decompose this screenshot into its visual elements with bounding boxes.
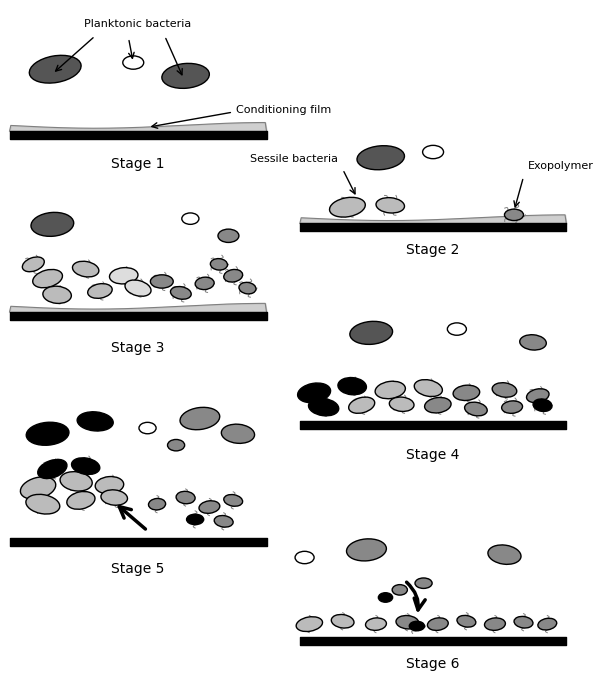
Ellipse shape	[453, 385, 480, 400]
Ellipse shape	[182, 213, 199, 225]
Ellipse shape	[533, 399, 552, 412]
Ellipse shape	[109, 267, 138, 284]
Ellipse shape	[88, 284, 112, 298]
Ellipse shape	[101, 490, 127, 505]
Ellipse shape	[43, 286, 72, 303]
Ellipse shape	[520, 335, 546, 350]
Ellipse shape	[365, 618, 386, 631]
Ellipse shape	[29, 55, 81, 83]
Ellipse shape	[72, 458, 100, 475]
Text: Stage 6: Stage 6	[406, 657, 460, 671]
Text: Stage 3: Stage 3	[111, 341, 165, 355]
Ellipse shape	[389, 397, 414, 412]
Ellipse shape	[186, 514, 204, 525]
Ellipse shape	[221, 424, 255, 443]
Ellipse shape	[375, 382, 406, 399]
Ellipse shape	[32, 270, 63, 288]
Ellipse shape	[504, 209, 523, 220]
Text: Exopolymer: Exopolymer	[528, 161, 594, 171]
Ellipse shape	[150, 275, 173, 288]
Ellipse shape	[26, 494, 59, 514]
Ellipse shape	[414, 379, 442, 396]
Text: Conditioning film: Conditioning film	[236, 105, 331, 115]
Ellipse shape	[218, 229, 239, 242]
Text: Stage 5: Stage 5	[111, 562, 165, 576]
Ellipse shape	[465, 402, 487, 416]
Ellipse shape	[329, 197, 365, 217]
Ellipse shape	[214, 515, 233, 527]
Ellipse shape	[60, 472, 92, 491]
Ellipse shape	[396, 615, 419, 629]
Ellipse shape	[125, 280, 151, 296]
Ellipse shape	[162, 64, 209, 88]
Ellipse shape	[171, 286, 191, 299]
Text: Stage 1: Stage 1	[111, 158, 165, 172]
Ellipse shape	[26, 422, 69, 445]
Ellipse shape	[224, 270, 243, 282]
Ellipse shape	[195, 277, 214, 290]
Ellipse shape	[424, 398, 451, 413]
Ellipse shape	[38, 459, 67, 479]
Ellipse shape	[148, 498, 166, 510]
Ellipse shape	[492, 383, 517, 398]
Ellipse shape	[514, 617, 533, 628]
Ellipse shape	[139, 422, 156, 434]
Ellipse shape	[488, 545, 521, 564]
Text: Sessile bacteria: Sessile bacteria	[250, 155, 338, 164]
Ellipse shape	[95, 477, 124, 494]
Ellipse shape	[423, 146, 444, 159]
Ellipse shape	[22, 257, 44, 272]
Ellipse shape	[123, 56, 144, 69]
Ellipse shape	[297, 383, 331, 402]
Ellipse shape	[180, 407, 220, 430]
Ellipse shape	[295, 552, 314, 564]
Ellipse shape	[392, 584, 407, 595]
Ellipse shape	[350, 321, 392, 344]
Ellipse shape	[427, 618, 448, 631]
Ellipse shape	[67, 491, 95, 510]
Ellipse shape	[199, 500, 220, 513]
Ellipse shape	[331, 615, 354, 628]
Ellipse shape	[447, 323, 466, 335]
Ellipse shape	[357, 146, 404, 170]
Ellipse shape	[484, 618, 505, 631]
Ellipse shape	[176, 491, 195, 504]
Text: Stage 2: Stage 2	[406, 243, 460, 257]
Ellipse shape	[20, 477, 56, 499]
Ellipse shape	[73, 261, 99, 277]
Ellipse shape	[347, 539, 386, 561]
Ellipse shape	[349, 397, 374, 413]
Ellipse shape	[77, 412, 113, 431]
Ellipse shape	[376, 197, 404, 213]
Ellipse shape	[409, 622, 424, 631]
Ellipse shape	[457, 615, 476, 627]
Ellipse shape	[210, 258, 227, 270]
Text: Stage 4: Stage 4	[406, 448, 460, 462]
Ellipse shape	[308, 398, 339, 416]
Ellipse shape	[526, 389, 549, 402]
Ellipse shape	[296, 617, 323, 631]
Ellipse shape	[168, 440, 185, 451]
Ellipse shape	[338, 377, 367, 395]
Text: Planktonic bacteria: Planktonic bacteria	[84, 19, 192, 29]
Ellipse shape	[379, 593, 392, 602]
Ellipse shape	[538, 618, 557, 630]
Ellipse shape	[239, 282, 256, 294]
Ellipse shape	[415, 578, 432, 589]
Ellipse shape	[224, 494, 243, 506]
Ellipse shape	[31, 212, 74, 237]
Ellipse shape	[502, 401, 522, 413]
